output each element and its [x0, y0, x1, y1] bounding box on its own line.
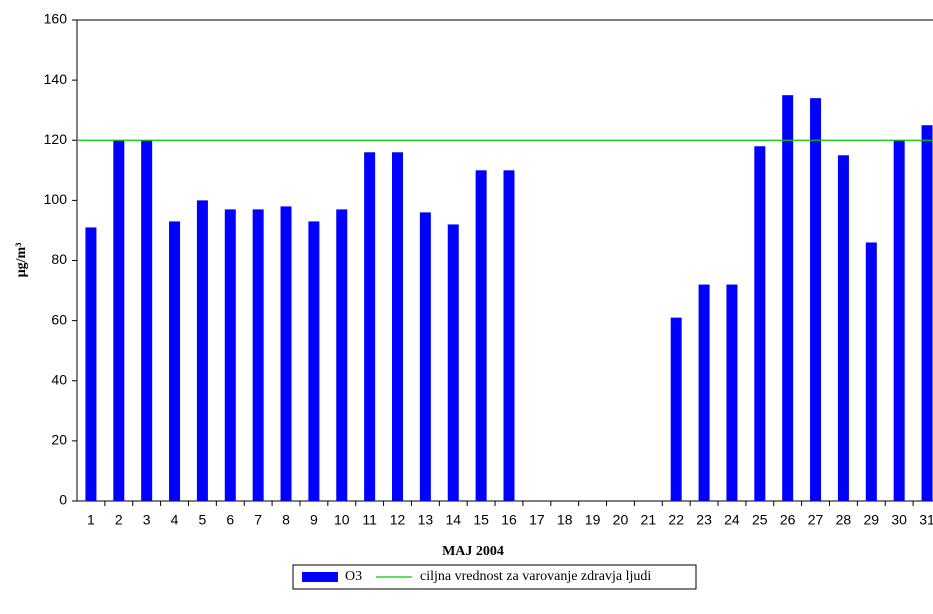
x-tick-label: 26 — [780, 512, 796, 528]
x-tick-label: 21 — [641, 512, 657, 528]
bar — [698, 284, 710, 501]
y-tick-label: 40 — [51, 371, 67, 387]
x-tick-label: 19 — [585, 512, 601, 528]
x-tick-label: 24 — [724, 512, 740, 528]
bar — [921, 125, 933, 501]
bar — [224, 209, 236, 502]
x-tick-label: 13 — [418, 512, 434, 528]
x-tick-label: 7 — [254, 512, 262, 528]
x-tick-label: 25 — [752, 512, 768, 528]
y-axis-label: µg/m³ — [14, 243, 29, 278]
x-tick-label: 3 — [143, 512, 151, 528]
x-tick-label: 10 — [334, 512, 350, 528]
bar — [141, 140, 153, 501]
bar — [196, 200, 208, 501]
bar — [336, 209, 348, 502]
bar — [810, 98, 822, 501]
y-tick-label: 0 — [59, 492, 67, 508]
x-tick-label: 1 — [87, 512, 95, 528]
x-tick-label: 28 — [836, 512, 852, 528]
y-tick-label: 100 — [44, 191, 68, 207]
y-tick-label: 140 — [44, 71, 68, 87]
x-tick-label: 11 — [362, 512, 377, 528]
x-tick-label: 6 — [226, 512, 234, 528]
x-axis-label: MAJ 2004 — [442, 544, 504, 559]
x-tick-label: 8 — [282, 512, 290, 528]
y-tick-label: 160 — [44, 11, 68, 27]
bar — [754, 146, 766, 501]
x-tick-label: 29 — [864, 512, 880, 528]
x-tick-label: 31 — [919, 512, 933, 528]
x-tick-label: 16 — [501, 512, 517, 528]
x-tick-label: 9 — [310, 512, 318, 528]
x-tick-label: 12 — [390, 512, 406, 528]
legend-box — [292, 564, 697, 590]
bar — [169, 221, 181, 501]
bar — [782, 95, 794, 501]
bar — [670, 317, 682, 501]
bar — [447, 224, 459, 502]
bar — [85, 227, 97, 501]
y-tick-label: 80 — [51, 251, 67, 267]
x-tick-label: 22 — [668, 512, 684, 528]
x-tick-label: 30 — [891, 512, 907, 528]
x-tick-label: 4 — [171, 512, 179, 528]
x-tick-label: 2 — [115, 512, 123, 528]
bar — [364, 152, 376, 501]
y-tick-label: 120 — [44, 131, 68, 147]
x-tick-label: 27 — [808, 512, 824, 528]
bar — [865, 242, 877, 501]
legend-label: O3 — [345, 569, 362, 584]
legend-swatch — [302, 572, 338, 582]
bar — [280, 206, 292, 501]
bar — [893, 140, 905, 501]
bar — [308, 221, 320, 501]
bar — [113, 140, 125, 501]
bar — [503, 170, 515, 501]
y-tick-label: 20 — [51, 432, 67, 448]
x-tick-label: 5 — [199, 512, 207, 528]
bar — [726, 284, 738, 501]
x-tick-label: 17 — [529, 512, 545, 528]
bar — [475, 170, 487, 501]
bar — [419, 212, 431, 501]
legend-label: ciljna vrednost za varovanje zdravja lju… — [420, 569, 651, 584]
x-tick-label: 15 — [473, 512, 489, 528]
bar — [837, 155, 849, 501]
x-tick-label: 14 — [445, 512, 461, 528]
bar — [392, 152, 404, 501]
y-tick-label: 60 — [51, 311, 67, 327]
x-tick-label: 23 — [696, 512, 712, 528]
bar — [252, 209, 264, 502]
x-tick-label: 18 — [557, 512, 573, 528]
x-tick-label: 20 — [613, 512, 629, 528]
